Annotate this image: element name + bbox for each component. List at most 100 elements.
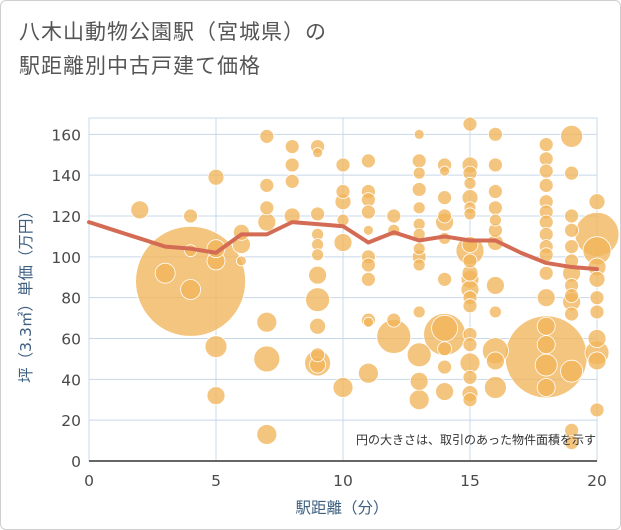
data-bubble: [487, 126, 503, 142]
data-bubble: [311, 248, 325, 262]
data-bubble: [560, 359, 583, 383]
data-bubble: [439, 165, 451, 177]
data-bubble: [154, 262, 176, 284]
data-bubble: [588, 193, 606, 211]
trend-line: [87, 220, 599, 272]
data-bubble: [487, 157, 503, 173]
data-bubble: [560, 124, 583, 148]
data-bubble: [360, 257, 376, 273]
y-tick-label: 20: [61, 412, 81, 430]
data-bubble: [253, 345, 281, 373]
data-bubble: [412, 242, 426, 256]
data-bubble: [564, 208, 579, 224]
data-bubble: [437, 359, 453, 375]
data-bubble: [538, 177, 554, 193]
data-bubble: [587, 329, 607, 348]
data-bubble: [335, 157, 351, 173]
x-tick-label: 0: [84, 472, 94, 490]
data-bubble: [411, 153, 427, 169]
data-bubble: [462, 392, 478, 408]
data-bubble: [180, 279, 202, 300]
data-bubble: [412, 305, 426, 319]
data-bubble: [411, 182, 427, 197]
y-tick-label: 160: [51, 126, 81, 144]
data-bubble: [564, 239, 579, 255]
bubble-size-note: 円の大きさは、取引のあった物件面積を示す: [356, 432, 596, 447]
data-bubble: [589, 290, 605, 306]
data-bubble: [587, 351, 607, 371]
data-bubble: [412, 166, 426, 180]
data-bubble: [588, 270, 606, 288]
data-bubble: [360, 204, 376, 220]
data-bubble: [284, 139, 300, 154]
data-bubble: [463, 207, 477, 221]
chart-title-line-2: 駅距離別中古戸建て価格: [19, 54, 261, 78]
data-bubble: [360, 271, 376, 287]
data-bubble: [435, 382, 455, 401]
data-bubble: [483, 376, 507, 399]
data-bubble: [362, 316, 374, 328]
data-bubble: [257, 212, 277, 232]
data-bubble: [409, 371, 429, 391]
y-tick-label: 80: [61, 290, 81, 308]
y-axis-label: 坪（3.3㎡）単価（万円）: [17, 203, 35, 383]
data-bubble: [332, 377, 354, 398]
data-bubble: [305, 287, 331, 313]
data-bubble: [386, 312, 402, 328]
data-bubble: [309, 317, 327, 335]
data-bubble: [207, 168, 225, 186]
data-bubble: [312, 147, 324, 159]
data-bubble: [259, 200, 275, 216]
data-bubble: [284, 173, 300, 189]
data-bubble: [357, 362, 379, 384]
data-bubble: [183, 208, 199, 224]
data-bubble: [564, 435, 579, 451]
chart-title-line-1: 八木山動物公園駅（宮城県）の: [19, 20, 327, 44]
y-tick-label: 0: [71, 453, 81, 471]
data-bubble: [462, 298, 478, 314]
axes: 0 20 40 60 80 100 120 140 160 0 5 10 15 20: [51, 126, 606, 490]
data-bubble: [536, 316, 556, 336]
bubble-layer: [130, 116, 620, 451]
chart-title: 八木山動物公園駅（宮城県）の 駅距離別中古戸建て価格: [19, 15, 579, 83]
data-bubble: [206, 386, 226, 406]
data-bubble: [256, 424, 278, 445]
data-bubble: [564, 288, 579, 304]
data-bubble: [462, 116, 478, 132]
data-bubble: [259, 128, 275, 144]
data-bubble: [564, 306, 579, 322]
data-bubble: [335, 184, 351, 199]
data-bubble: [488, 213, 502, 227]
data-bubble: [485, 351, 505, 371]
data-bubble: [130, 200, 150, 220]
data-bubble: [333, 233, 353, 252]
data-bubble: [408, 389, 430, 411]
data-bubble: [386, 208, 402, 224]
data-bubble: [310, 347, 326, 363]
data-bubble: [487, 200, 503, 216]
data-bubble: [462, 337, 478, 353]
data-bubble: [431, 314, 459, 342]
data-bubble: [437, 208, 453, 224]
x-tick-label: 10: [333, 472, 353, 490]
trend-line-layer: [87, 220, 599, 272]
data-bubble: [235, 255, 247, 267]
x-tick-label: 5: [211, 472, 221, 490]
x-tick-label: 15: [460, 472, 480, 490]
data-bubble: [362, 224, 374, 236]
data-bubble: [534, 353, 558, 377]
data-bubble: [437, 271, 453, 287]
data-bubble: [412, 201, 426, 215]
data-bubble: [536, 378, 556, 397]
data-bubble: [538, 137, 554, 152]
data-bubble: [462, 253, 478, 269]
data-bubble: [360, 153, 376, 169]
y-tick-label: 40: [61, 371, 81, 389]
y-tick-label: 60: [61, 331, 81, 349]
data-bubble: [564, 165, 579, 181]
y-tick-label: 140: [51, 167, 81, 185]
data-bubble: [412, 258, 426, 272]
y-tick-label: 100: [51, 249, 81, 267]
data-bubble: [259, 177, 275, 193]
